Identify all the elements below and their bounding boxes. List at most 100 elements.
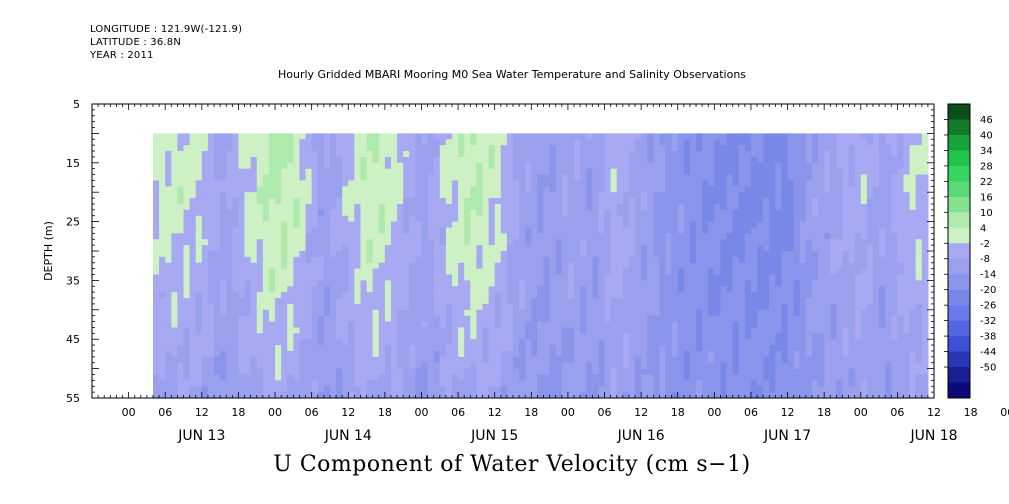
- heatmap-cell: [207, 309, 215, 317]
- heatmap-cell: [183, 251, 191, 258]
- heatmap-cell: [299, 321, 307, 329]
- heatmap-cell: [763, 309, 770, 317]
- heatmap-cell: [207, 339, 215, 346]
- heatmap-cell: [427, 339, 435, 346]
- heatmap-cell: [275, 245, 282, 252]
- heatmap-cell: [415, 186, 423, 193]
- heatmap-cell: [641, 186, 648, 193]
- heatmap-cell: [214, 274, 221, 281]
- heatmap-cell: [421, 386, 429, 393]
- heatmap-cell: [397, 350, 404, 358]
- heatmap-cell: [451, 350, 459, 358]
- heatmap-cell: [543, 156, 551, 164]
- heatmap-cell: [818, 350, 825, 358]
- heatmap-cell: [696, 139, 703, 146]
- heatmap-cell: [470, 221, 477, 229]
- heatmap-cell: [171, 215, 179, 223]
- heatmap-cell: [519, 221, 526, 229]
- heatmap-cell: [616, 262, 624, 270]
- heatmap-cell: [207, 368, 215, 376]
- heatmap-cell: [354, 209, 362, 217]
- heatmap-cell: [793, 268, 801, 276]
- heatmap-cell: [232, 327, 240, 334]
- heatmap-cell: [262, 386, 270, 393]
- heatmap-cell: [659, 286, 667, 293]
- heatmap-cell: [464, 221, 471, 229]
- heatmap-cell: [494, 227, 502, 234]
- heatmap-cell: [787, 168, 795, 176]
- heatmap-cell: [567, 233, 575, 240]
- heatmap-cell: [336, 233, 343, 240]
- heatmap-cell: [805, 374, 813, 381]
- heatmap-cell: [506, 380, 514, 387]
- heatmap-cell: [262, 180, 270, 187]
- heatmap-cell: [293, 151, 301, 158]
- heatmap-cell: [275, 262, 282, 270]
- heatmap-cell: [329, 350, 337, 358]
- heatmap-cell: [153, 380, 160, 387]
- heatmap-cell: [317, 327, 325, 334]
- heatmap-cell: [299, 333, 307, 340]
- heatmap-cell: [250, 280, 258, 287]
- heatmap-cell: [610, 133, 618, 140]
- heatmap-cell: [689, 386, 697, 393]
- heatmap-cell: [281, 374, 288, 381]
- heatmap-cell: [549, 162, 557, 170]
- heatmap-cell: [525, 303, 532, 311]
- heatmap-cell: [348, 350, 355, 358]
- heatmap-cell: [708, 345, 715, 352]
- heatmap-cell: [348, 174, 355, 182]
- heatmap-cell: [433, 298, 441, 305]
- heatmap-cell: [677, 327, 685, 334]
- heatmap-cell: [354, 286, 362, 293]
- heatmap-cell: [275, 345, 282, 352]
- heatmap-cell: [482, 350, 490, 358]
- heatmap-cell: [195, 168, 203, 176]
- heatmap-cell: [262, 209, 270, 217]
- heatmap-cell: [488, 298, 496, 305]
- heatmap-cell: [610, 333, 618, 340]
- heatmap-cell: [616, 145, 624, 152]
- heatmap-cell: [537, 303, 545, 311]
- heatmap-cell: [744, 356, 752, 364]
- heatmap-cell: [574, 292, 581, 299]
- heatmap-cell: [781, 386, 789, 393]
- heatmap-cell: [592, 339, 600, 346]
- heatmap-cell: [628, 268, 636, 276]
- heatmap-cell: [598, 168, 606, 176]
- heatmap-cell: [226, 345, 233, 352]
- heatmap-cell: [555, 145, 563, 152]
- heatmap-cell: [683, 350, 691, 358]
- heatmap-cell: [433, 309, 441, 317]
- heatmap-cell: [500, 392, 508, 399]
- heatmap-cell: [281, 350, 288, 358]
- heatmap-cell: [256, 186, 264, 193]
- heatmap-cell: [445, 303, 453, 311]
- heatmap-cell: [506, 209, 514, 217]
- heatmap-cell: [610, 139, 618, 146]
- heatmap-cell: [683, 133, 691, 140]
- heatmap-cell: [549, 262, 557, 270]
- heatmap-cell: [689, 374, 697, 381]
- heatmap-cell: [354, 315, 362, 323]
- heatmap-cell: [641, 274, 648, 281]
- heatmap-cell: [244, 356, 252, 364]
- heatmap-cell: [775, 286, 783, 293]
- heatmap-cell: [329, 380, 337, 387]
- heatmap-cell: [189, 133, 197, 140]
- heatmap-cell: [738, 292, 746, 299]
- heatmap-cell: [494, 380, 502, 387]
- heatmap-cell: [317, 203, 325, 211]
- heatmap-cell: [750, 215, 758, 223]
- heatmap-cell: [238, 221, 246, 229]
- heatmap-cell: [519, 215, 526, 223]
- heatmap-cell: [757, 133, 764, 140]
- heatmap-cell: [293, 350, 301, 358]
- heatmap-cell: [781, 309, 789, 317]
- heatmap-cell: [372, 133, 380, 140]
- heatmap-cell: [433, 227, 441, 234]
- heatmap-cell: [305, 198, 313, 205]
- heatmap-cell: [427, 239, 435, 246]
- heatmap-cell: [262, 286, 270, 293]
- heatmap-cell: [354, 162, 362, 170]
